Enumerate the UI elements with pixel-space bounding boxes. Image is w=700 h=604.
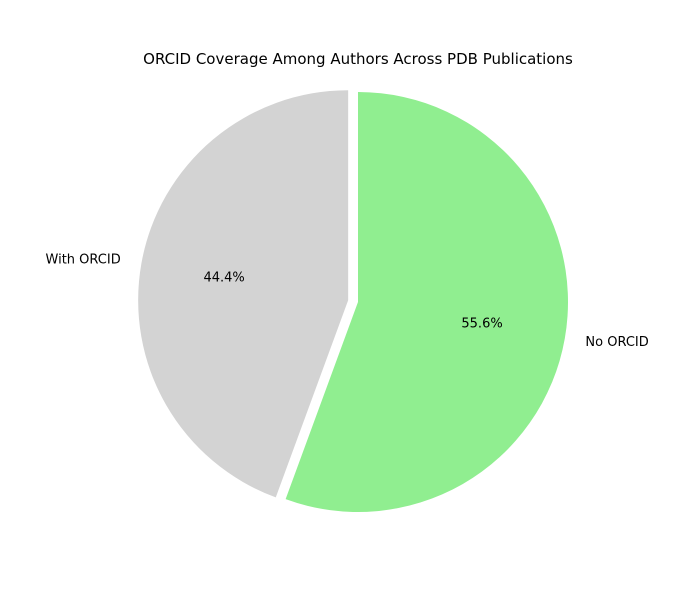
pie-slices xyxy=(138,90,569,512)
pie-slice-with-orcid xyxy=(138,90,349,498)
chart-title: ORCID Coverage Among Authors Across PDB … xyxy=(143,50,573,68)
pie-category-label: With ORCID xyxy=(46,252,121,267)
pie-labels: 55.6% No ORCID 44.4% With ORCID xyxy=(46,252,649,350)
pie-percent-label: 55.6% xyxy=(461,317,502,332)
pie-category-label: No ORCID xyxy=(585,335,648,350)
pie-slice-no-orcid xyxy=(285,92,569,512)
pie-percent-label: 44.4% xyxy=(203,271,244,286)
